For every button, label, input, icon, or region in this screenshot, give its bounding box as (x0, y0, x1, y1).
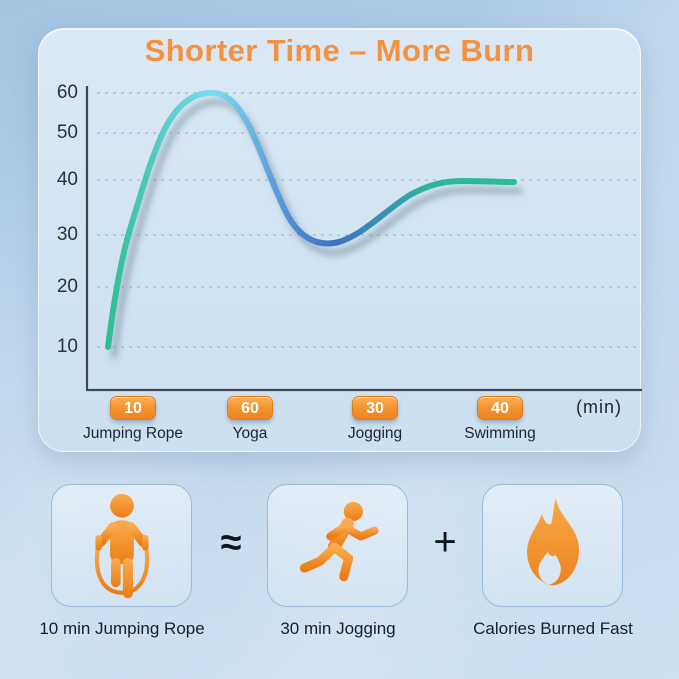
equivalence-box-calories (482, 484, 623, 607)
jump-rope-icon (94, 493, 149, 598)
minutes-badge-swimming: 40 (477, 396, 523, 420)
plus-symbol: + (433, 520, 457, 564)
runner-icon (299, 501, 379, 581)
y-tick-20: 20 (56, 276, 78, 297)
chart-title: Shorter Time – More Burn (144, 33, 535, 68)
y-tick-30: 30 (56, 224, 78, 245)
y-tick-10: 10 (56, 336, 78, 357)
equivalence-label-jump-rope: 10 min Jumping Rope (39, 619, 205, 638)
equivalence-label-calories: Calories Burned Fast (473, 619, 633, 638)
category-label-swimming: Swimming (464, 425, 536, 442)
category-label-jumping-rope: Jumping Rope (83, 425, 183, 442)
x-axis-unit-label: (min) (576, 397, 622, 417)
flame-icon (526, 497, 579, 586)
y-tick-50: 50 (56, 122, 78, 143)
equivalence-box-jogging (267, 484, 408, 607)
approximately-equal-symbol: ≈ (220, 522, 242, 564)
category-label-jogging: Jogging (347, 425, 403, 442)
y-tick-40: 40 (56, 169, 78, 190)
minutes-badge-jogging: 30 (352, 396, 398, 420)
minutes-badge-yoga: 60 (227, 396, 273, 420)
equivalence-box-jump-rope (51, 484, 192, 607)
y-tick-60: 60 (56, 82, 78, 103)
chart-card (38, 28, 641, 452)
minutes-badge-jumping-rope: 10 (110, 396, 156, 420)
category-label-yoga: Yoga (232, 425, 268, 442)
equivalence-label-jogging: 30 min Jogging (280, 619, 396, 638)
